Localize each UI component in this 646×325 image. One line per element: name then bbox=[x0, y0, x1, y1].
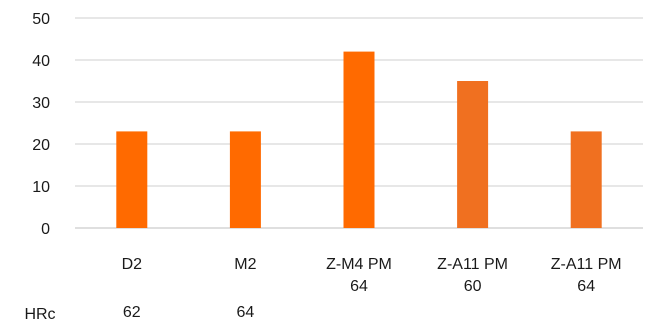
hrc-row-label: HRc bbox=[24, 306, 55, 323]
x-category-sublabel: 64 bbox=[577, 278, 595, 295]
y-tick-label: 50 bbox=[32, 11, 50, 28]
y-tick-label: 0 bbox=[41, 221, 50, 238]
x-category-label: Z-M4 PM bbox=[326, 256, 392, 273]
hrc-value: 64 bbox=[237, 304, 255, 321]
x-category-sublabel: 60 bbox=[464, 278, 482, 295]
x-category-label: Z-A11 PM bbox=[437, 256, 508, 273]
x-category-label: D2 bbox=[122, 256, 143, 273]
bar bbox=[343, 51, 375, 228]
x-category-label: Z-A11 PM bbox=[551, 256, 622, 273]
hrc-row: HRc 62 64 bbox=[24, 304, 254, 323]
x-axis-category-labels: D2 M2 Z-M4 PM 64 Z-A11 PM 60 Z-A11 PM 64 bbox=[122, 256, 622, 295]
y-tick-label: 40 bbox=[32, 53, 50, 70]
bars bbox=[116, 51, 602, 228]
bar bbox=[457, 81, 489, 228]
y-tick-label: 10 bbox=[32, 179, 50, 196]
x-category-label: M2 bbox=[234, 256, 256, 273]
bar bbox=[570, 131, 602, 228]
y-tick-label: 30 bbox=[32, 95, 50, 112]
x-category-sublabel: 64 bbox=[350, 278, 368, 295]
bar bbox=[116, 131, 148, 228]
y-axis-tick-labels: 0 10 20 30 40 50 bbox=[32, 11, 50, 238]
y-tick-label: 20 bbox=[32, 137, 50, 154]
hrc-value: 62 bbox=[123, 304, 141, 321]
bar bbox=[229, 131, 261, 228]
